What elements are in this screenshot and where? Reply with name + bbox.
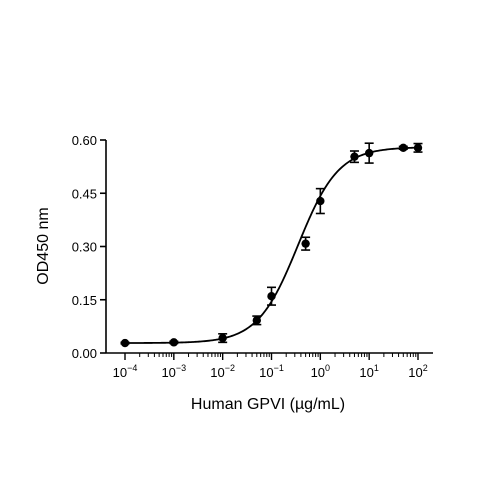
data-point: [169, 338, 179, 347]
y-axis-label: OD450 nm: [35, 207, 52, 284]
data-point: [316, 196, 325, 206]
x-tick-label: 10−1: [259, 363, 284, 380]
data-point: [120, 338, 130, 348]
error-bar-layer: [120, 142, 423, 345]
x-tick-label: 102: [408, 363, 427, 380]
data-point: [350, 152, 359, 161]
x-tick-label: 10−2: [210, 363, 235, 380]
y-tick-label: 0.45: [72, 186, 97, 201]
x-tick-label: 100: [311, 363, 330, 380]
data-point: [399, 143, 408, 153]
data-point-layer: [120, 143, 423, 348]
y-tick-label: 0.00: [72, 346, 97, 361]
x-tick-label: 10−3: [161, 363, 186, 380]
y-tick-label: 0.30: [72, 240, 97, 255]
data-point: [301, 239, 310, 248]
x-tick-label: 10−4: [113, 363, 138, 380]
axes: 0.00 0.15 0.30 0.45 0.60 10−4 10−3 10−2 10−1 100 1…: [72, 133, 433, 380]
fit-curve-layer: [125, 146, 419, 344]
data-point: [413, 143, 423, 153]
y-tick-label: 0.15: [72, 293, 97, 308]
data-point: [218, 333, 227, 343]
data-point: [364, 148, 374, 158]
x-axis-label: Human GPVI (µg/mL): [191, 396, 345, 413]
data-point: [267, 292, 276, 301]
data-point: [252, 316, 261, 325]
y-tick-label: 0.60: [72, 133, 97, 148]
fit-curve: [125, 146, 419, 344]
x-tick-label: 101: [359, 363, 378, 380]
